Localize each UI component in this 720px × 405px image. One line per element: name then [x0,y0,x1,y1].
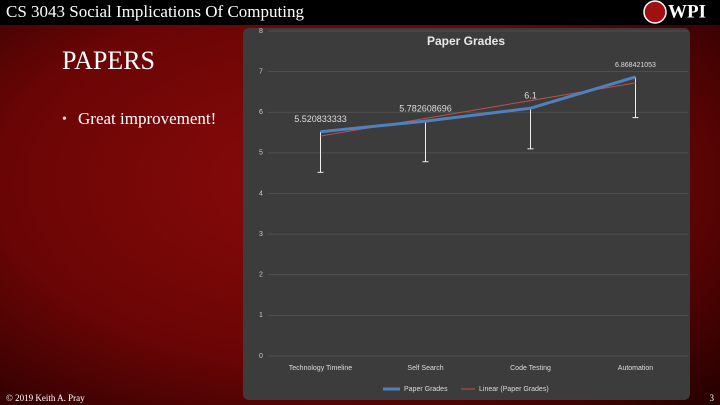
y-tick-label: 7 [259,68,263,75]
bullet: Great improvement! [78,109,216,128]
y-tick-label: 1 [259,312,263,319]
y-tick-label: 0 [259,353,263,360]
bullet-mark: • [62,112,67,127]
data-label: 6.1 [524,91,537,101]
y-tick-label: 5 [259,150,263,157]
slide-title: PAPERS [62,46,155,75]
x-tick-label: Code Testing [510,365,551,372]
data-label: 5.782608696 [399,103,452,113]
legend-label: Paper Grades [404,386,448,393]
y-tick-label: 4 [259,190,263,197]
data-label: 5.520833333 [294,114,347,124]
header-bar [0,0,720,25]
course-title: CS 3043 Social Implications Of Computing [6,2,304,21]
error-bar [527,108,534,150]
chart-title: Paper Grades [427,34,505,48]
chart-panel [243,28,690,400]
y-tick-label: 6 [259,109,263,116]
x-tick-label: Self Search [407,365,443,372]
error-bar [632,76,639,119]
error-bar [422,121,429,163]
page-number: 3 [710,393,715,403]
x-tick-label: Automation [618,365,654,372]
line-series [320,75,636,134]
logo-seal [643,0,667,24]
logo-text: WPI [668,1,706,22]
footer-copyright: © 2019 Keith A. Pray [6,393,85,403]
error-bar [317,131,324,173]
legend-label: Linear (Paper Grades) [479,386,549,393]
y-tick-label: 3 [259,231,263,238]
x-tick-label: Technology Timeline [289,365,353,372]
data-label: 6.868421053 [615,62,656,69]
y-tick-label: 8 [259,28,263,35]
y-tick-label: 2 [259,272,263,279]
